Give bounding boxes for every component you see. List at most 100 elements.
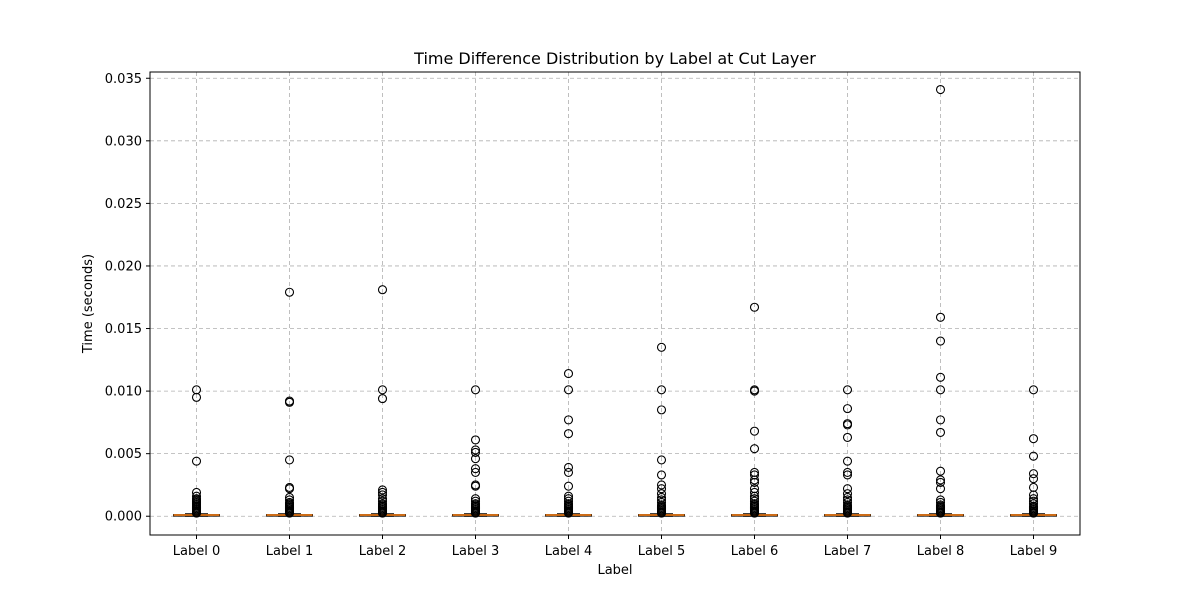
outlier-point [842, 404, 853, 414]
outlier-point [377, 485, 388, 495]
outlier-point [377, 385, 388, 395]
outlier-point [470, 385, 481, 395]
outlier-point [935, 427, 946, 437]
outlier-point [470, 445, 481, 455]
outliers-layer [191, 84, 1039, 518]
outlier-point [935, 508, 946, 518]
outlier-point [935, 475, 946, 485]
x-tick-label: Label 8 [917, 544, 964, 559]
outlier-point [656, 405, 667, 415]
outlier-point [935, 372, 946, 382]
x-tick-label: Label 3 [452, 544, 499, 559]
outlier-point [842, 508, 853, 518]
outlier-point [1028, 434, 1039, 444]
outlier-point [935, 84, 946, 95]
outlier-point [470, 435, 481, 445]
outlier-point [1028, 490, 1039, 500]
x-tick-label: Label 6 [731, 544, 778, 559]
outlier-point [749, 386, 760, 396]
outlier-point [935, 484, 946, 494]
outlier-point [191, 456, 202, 466]
outlier-point [284, 455, 295, 465]
outlier-point [470, 467, 481, 477]
outlier-point [1028, 385, 1039, 395]
y-axis-ticks: 0.000 0.005 0.010 0.015 0.020 0.025 0.030 0.035 [105, 72, 150, 525]
outlier-point [656, 342, 667, 352]
y-tick-label: 0.000 [105, 510, 142, 525]
y-tick-label: 0.010 [105, 385, 142, 400]
outlier-point [563, 462, 574, 472]
outlier-point [377, 285, 388, 295]
outlier-point [1028, 469, 1039, 479]
x-tick-label: Label 4 [545, 544, 592, 559]
outlier-point [842, 470, 853, 480]
outlier-point [935, 385, 946, 395]
y-tick-label: 0.030 [105, 134, 142, 149]
outlier-point [935, 466, 946, 476]
outlier-point [377, 508, 388, 518]
x-tick-label: Label 7 [824, 544, 871, 559]
x-tick-label: Label 1 [266, 544, 313, 559]
outlier-point [656, 508, 667, 518]
outlier-point [842, 489, 853, 499]
outlier-point [842, 467, 853, 477]
outlier-point [935, 477, 946, 487]
outlier-point [935, 336, 946, 346]
outlier-point [1028, 474, 1039, 484]
outlier-point [749, 475, 760, 485]
outlier-point [563, 415, 574, 425]
outlier-point [749, 487, 760, 498]
outlier-point [1028, 451, 1039, 461]
grid-layer [150, 72, 1080, 535]
y-tick-label: 0.035 [105, 72, 142, 87]
y-tick-label: 0.005 [105, 447, 142, 462]
outlier-point [191, 392, 202, 402]
outlier-point [1028, 508, 1039, 518]
outlier-point [563, 369, 574, 379]
outlier-point [842, 385, 853, 395]
outlier-point [656, 455, 667, 465]
outlier-point [656, 385, 667, 395]
outlier-point [749, 426, 760, 436]
outlier-point [842, 420, 853, 430]
outlier-point [563, 385, 574, 395]
outlier-point [656, 489, 667, 499]
plot-frame [149, 71, 1081, 536]
outlier-point [656, 484, 667, 494]
outlier-point [656, 470, 667, 480]
y-axis-label: Time (seconds) [81, 254, 96, 354]
outlier-point [842, 484, 853, 494]
outlier-point [842, 456, 853, 466]
outlier-point [470, 481, 481, 491]
outlier-point [563, 508, 574, 518]
outlier-point [284, 397, 295, 407]
outlier-point [470, 508, 481, 518]
outlier-point [377, 487, 388, 498]
outlier-point [284, 508, 295, 518]
outlier-point [749, 302, 760, 312]
y-tick-label: 0.025 [105, 197, 142, 212]
outlier-point [563, 467, 574, 477]
outlier-point [842, 432, 853, 442]
outlier-point [470, 454, 481, 464]
outlier-point [191, 508, 202, 518]
x-axis-ticks: Label 0 Label 1 Label 2 Label 3 Label 4 Label… [173, 535, 1057, 559]
x-tick-label: Label 2 [359, 544, 406, 559]
outlier-point [749, 444, 760, 454]
outlier-point [284, 287, 295, 297]
x-tick-label: Label 5 [638, 544, 685, 559]
outlier-point [377, 490, 388, 500]
outlier-point [563, 481, 574, 491]
outlier-point [470, 447, 481, 457]
outlier-point [377, 394, 388, 404]
y-tick-label: 0.015 [105, 322, 142, 337]
outlier-point [749, 508, 760, 518]
outlier-point [656, 480, 667, 490]
x-tick-label: Label 0 [173, 544, 220, 559]
outlier-point [749, 477, 760, 487]
outlier-point [935, 415, 946, 425]
outlier-point [935, 312, 946, 322]
outlier-point [470, 464, 481, 474]
